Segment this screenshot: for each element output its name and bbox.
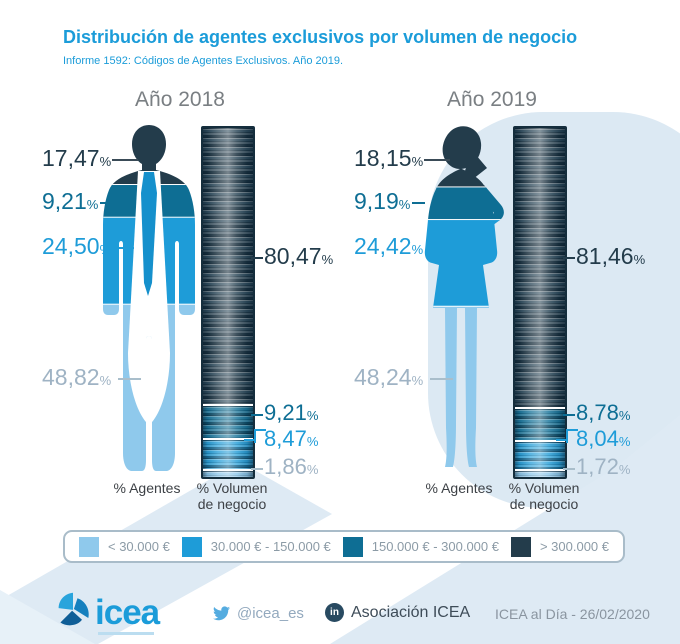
stack-segment	[515, 439, 565, 470]
leader-line	[563, 414, 575, 416]
volume-pct-label: 8,04%	[576, 426, 631, 451]
agent-pct-label: 24,50%	[42, 233, 112, 259]
linkedin-label: Asociación ICEA	[351, 603, 471, 621]
agent-pct-label: 9,21%	[42, 188, 99, 214]
volume-pct-label: 81,46%	[576, 243, 646, 269]
leader-line	[563, 468, 575, 470]
stack-segment	[515, 128, 565, 408]
volume-pct-label: 80,47%	[264, 243, 334, 269]
icea-brand-text: icea	[95, 593, 160, 633]
agent-pct-label: 9,19%	[354, 188, 411, 214]
legend-swatch-lt30k	[79, 536, 99, 557]
chart-group-2018: Año 2018 17,47% 9,21% 24,50% 48,82% 80,4…	[40, 88, 342, 533]
legend-label: 30.000 € - 150.000 €	[210, 539, 331, 554]
stack-segment	[515, 407, 565, 440]
agent-pct-label: 48,82%	[42, 364, 112, 390]
legend-item: 150.000 € - 300.000 €	[342, 536, 499, 557]
legend-item: > 300.000 €	[510, 536, 609, 557]
axis-label-agents: % Agentes	[113, 480, 181, 496]
coin-stack-2018	[201, 126, 255, 479]
legend-swatch-30k-150k	[181, 536, 202, 557]
axis-label-agents: % Agentes	[425, 480, 493, 496]
leader-elbow	[254, 429, 266, 443]
footer: icea @icea_es in Asociación ICEA ICEA al…	[0, 588, 680, 644]
stack-segment	[203, 128, 253, 404]
volume-pct-label: 1,72%	[576, 454, 631, 479]
leader-line	[112, 159, 138, 161]
leader-line	[100, 202, 113, 204]
axis-label-volume: % Volumen de negocio	[508, 480, 580, 513]
year-title-2019: Año 2019	[447, 88, 537, 111]
leader-line	[430, 378, 453, 380]
linkedin-link[interactable]: in Asociación ICEA	[325, 603, 470, 622]
icea-tagline	[98, 632, 154, 635]
volume-pct-label: 9,21%	[264, 400, 319, 425]
icea-logo: icea	[55, 590, 160, 633]
legend-label: < 30.000 €	[108, 539, 170, 554]
twitter-link[interactable]: @icea_es	[213, 605, 304, 622]
agent-pct-label: 24,42%	[354, 233, 424, 259]
leader-line	[116, 247, 134, 249]
legend-swatch-150k-300k	[342, 536, 363, 557]
icea-pinwheel-icon	[58, 592, 89, 626]
leader-line	[251, 257, 263, 259]
leader-line	[251, 414, 263, 416]
stack-segment	[203, 403, 253, 438]
legend-swatch-gt300k	[510, 536, 531, 557]
stack-segment	[203, 468, 253, 478]
agent-pct-label: 17,47%	[42, 145, 112, 171]
volume-pct-label: 8,47%	[264, 426, 319, 451]
legend-label: > 300.000 €	[539, 539, 609, 554]
legend-item: < 30.000 €	[79, 536, 170, 557]
leader-line	[244, 439, 255, 441]
volume-pct-label: 8,78%	[576, 400, 631, 425]
shirt-overlay	[128, 171, 170, 425]
chart-group-2019: Año 2019 18,15% 9,19% 24,42% 48,24% 81,4	[352, 88, 654, 533]
legend: < 30.000 € 30.000 € - 150.000 € 150.000 …	[63, 530, 625, 563]
agent-pct-label: 18,15%	[354, 145, 424, 171]
coin-stack-2019	[513, 126, 567, 479]
stack-segment	[203, 437, 253, 469]
axis-label-volume: % Volumen de negocio	[196, 480, 268, 513]
leader-line	[556, 439, 567, 441]
leader-line	[563, 257, 575, 259]
leader-line	[424, 159, 450, 161]
leader-line	[428, 247, 446, 249]
stack-segment	[515, 469, 565, 477]
twitter-icon	[213, 606, 230, 621]
leader-line	[118, 378, 141, 380]
leader-line	[251, 468, 263, 470]
male-figure-icon	[103, 125, 195, 471]
tie-overlay	[141, 172, 157, 296]
linkedin-icon: in	[325, 603, 344, 622]
leader-elbow	[566, 429, 578, 443]
agent-pct-label: 48,24%	[354, 364, 424, 390]
volume-pct-label: 1,86%	[264, 454, 319, 479]
legend-label: 150.000 € - 300.000 €	[371, 539, 499, 554]
leader-line	[412, 202, 425, 204]
female-figure-icon	[424, 126, 504, 467]
twitter-handle: @icea_es	[237, 605, 304, 622]
legend-item: 30.000 € - 150.000 €	[181, 536, 331, 557]
edition-date: ICEA al Día - 26/02/2020	[495, 606, 650, 622]
year-title-2018: Año 2018	[135, 88, 225, 111]
page-subtitle: Informe 1592: Códigos de Agentes Exclusi…	[63, 55, 344, 67]
page-title: Distribución de agentes exclusivos por v…	[63, 27, 578, 47]
